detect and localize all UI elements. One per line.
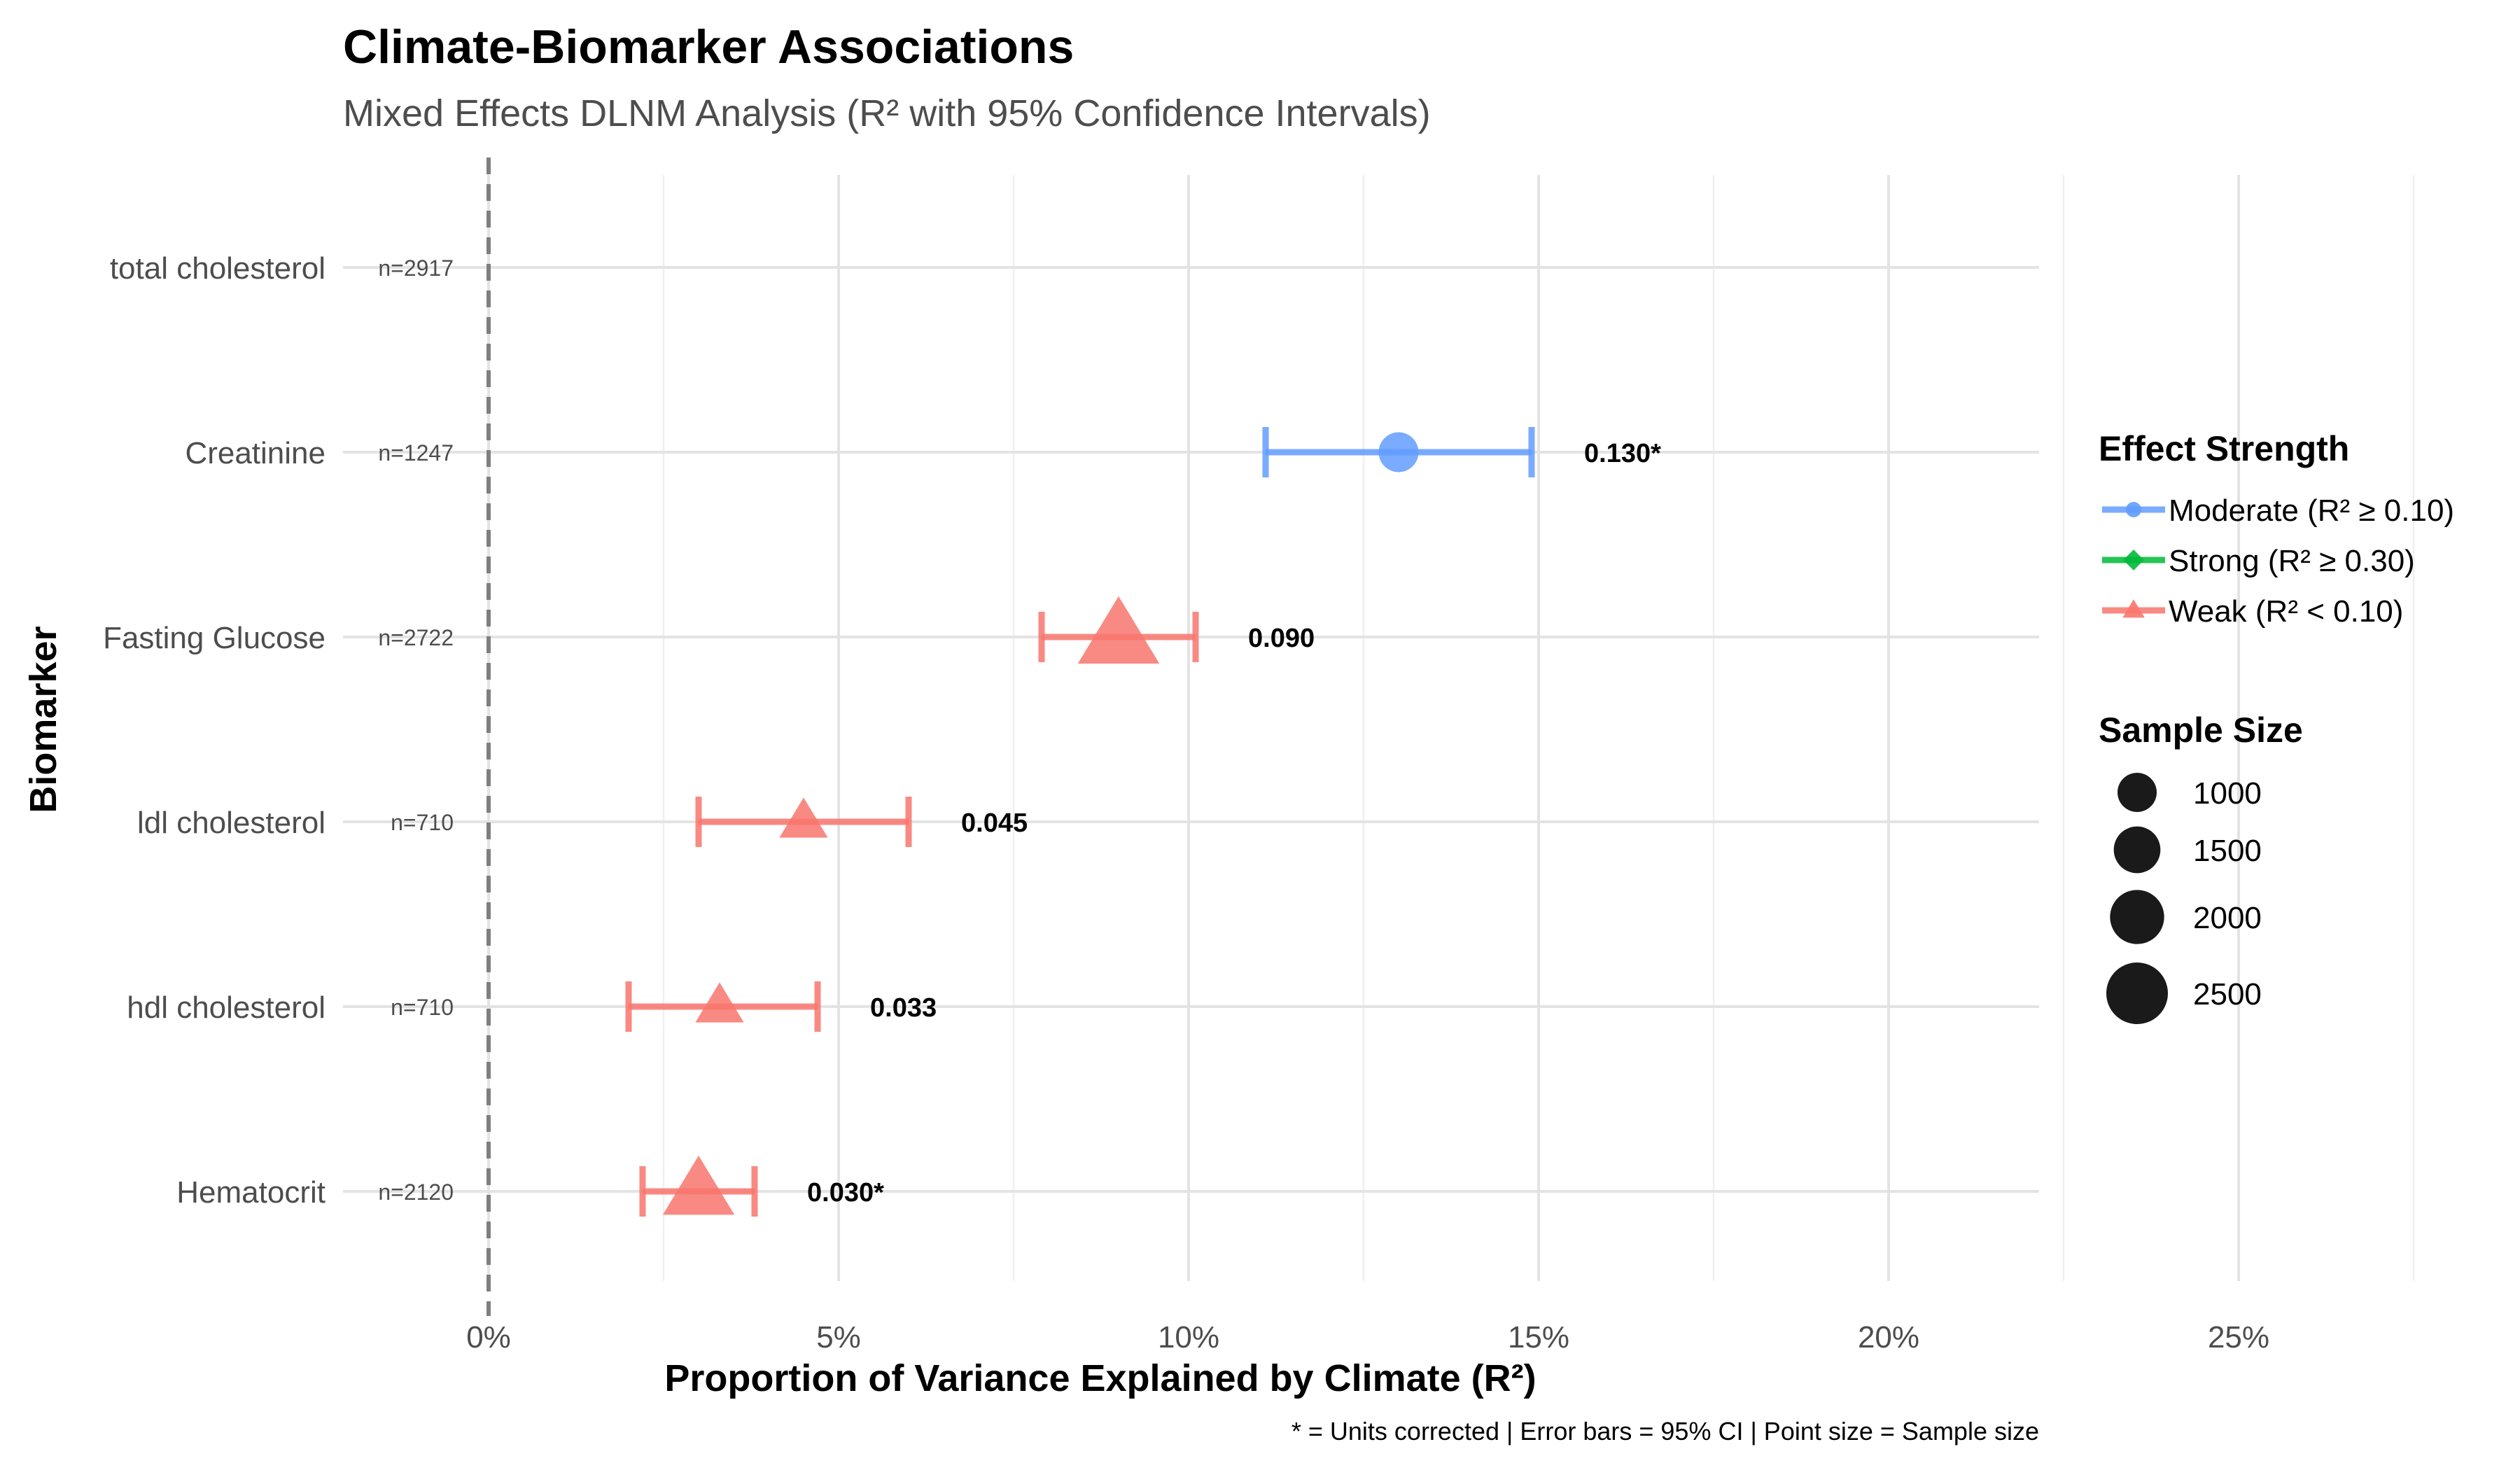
y-tick-label-fasting-glucose: Fasting Glucose xyxy=(103,621,326,655)
y-tick-labels: total cholesterol Creatinine Fasting Gluco… xyxy=(103,251,326,1210)
legend-title-sample-size: Sample Size xyxy=(2099,710,2303,750)
data-point-hematocrit: n=2120 0.030* xyxy=(378,1155,884,1217)
chart-caption: * = Units corrected | Error bars = 95% C… xyxy=(1292,1417,2039,1446)
legend-size-item: 1500 xyxy=(2113,826,2262,874)
data-marks: n=29170.345* n=1247 0.130* n=2722 0.090 n=710… xyxy=(378,255,1661,1217)
y-tick-label-ldl-cholesterol: ldl cholesterol xyxy=(137,806,326,840)
sample-size-label: n=2722 xyxy=(378,625,454,650)
legend-size-item: 1000 xyxy=(2118,773,2262,812)
x-tick-label: 10% xyxy=(1158,1320,1219,1354)
legend-size-circle xyxy=(2106,962,2168,1024)
x-axis-title: Proportion of Variance Explained by Clim… xyxy=(664,1357,1536,1399)
x-tick-labels: 0%5%10%15%20%25%30%35%40% xyxy=(466,1320,2269,1354)
point-marker xyxy=(662,1155,735,1215)
legend-size-circle xyxy=(2113,826,2161,874)
legend-item-strong: Strong (R² ≥ 0.30) xyxy=(2102,544,2415,578)
point-marker xyxy=(1378,432,1419,472)
x-tick-label: 0% xyxy=(466,1320,511,1354)
x-tick-label: 20% xyxy=(1858,1320,1919,1354)
legend-title-effect-strength: Effect Strength xyxy=(2099,429,2349,468)
legend-label: Moderate (R² ≥ 0.10) xyxy=(2169,493,2454,528)
sample-size-label: n=710 xyxy=(391,810,454,835)
legend-size-label: 1500 xyxy=(2193,834,2262,868)
legend-size-circle xyxy=(2110,890,2164,944)
y-axis-title: Biomarker xyxy=(22,626,64,813)
value-label: 0.130* xyxy=(1584,439,1661,468)
sample-size-label: n=1247 xyxy=(378,440,454,465)
legend-label: Strong (R² ≥ 0.30) xyxy=(2169,544,2415,578)
x-tick-label: 5% xyxy=(816,1320,861,1354)
point-marker xyxy=(1077,596,1160,664)
data-point-fasting-glucose: n=2722 0.090 xyxy=(378,596,1315,664)
legend-key-triangle xyxy=(2122,599,2145,618)
sample-size-label: n=2120 xyxy=(378,1180,454,1205)
legend-size-label: 2500 xyxy=(2193,977,2262,1011)
legend: Effect Strength Moderate (R² ≥ 0.10) Stron… xyxy=(2099,429,2454,1024)
legend-size-label: 1000 xyxy=(2193,776,2262,811)
legend-item-moderate: Moderate (R² ≥ 0.10) xyxy=(2102,493,2454,528)
legend-key-circle xyxy=(2126,502,2141,517)
legend-label: Weak (R² < 0.10) xyxy=(2169,594,2403,629)
legend-size-circle xyxy=(2118,773,2157,812)
x-tick-label: 15% xyxy=(1508,1320,1569,1354)
legend-key-diamond xyxy=(2123,550,2144,570)
value-label: 0.033 xyxy=(870,993,937,1023)
point-marker xyxy=(779,797,828,838)
data-point-total-cholesterol: n=29170.345* xyxy=(378,255,454,281)
y-tick-label-total-cholesterol: total cholesterol xyxy=(110,251,326,286)
data-point-ldl-cholesterol: n=710 0.045 xyxy=(391,797,1028,847)
value-label: 0.045 xyxy=(961,808,1028,838)
point-marker xyxy=(695,982,744,1023)
legend-size-item: 2500 xyxy=(2106,962,2262,1024)
y-tick-label-hdl-cholesterol: hdl cholesterol xyxy=(127,990,326,1025)
legend-size-item: 2000 xyxy=(2110,890,2262,944)
y-tick-label-hematocrit: Hematocrit xyxy=(176,1175,326,1210)
sample-size-label: n=2917 xyxy=(378,255,454,281)
value-label: 0.030* xyxy=(807,1178,884,1208)
value-label: 0.090 xyxy=(1248,624,1315,653)
chart-subtitle: Mixed Effects DLNM Analysis (R² with 95%… xyxy=(343,92,1431,134)
data-point-hdl-cholesterol: n=710 0.033 xyxy=(391,981,937,1032)
sample-size-label: n=710 xyxy=(391,995,454,1020)
chart-title: Climate-Biomarker Associations xyxy=(343,20,1074,74)
y-tick-label-creatinine: Creatinine xyxy=(185,436,326,470)
data-point-creatinine: n=1247 0.130* xyxy=(378,427,1661,477)
x-tick-label: 25% xyxy=(2208,1320,2269,1354)
legend-size-label: 2000 xyxy=(2193,901,2262,935)
legend-item-weak: Weak (R² < 0.10) xyxy=(2102,594,2403,629)
